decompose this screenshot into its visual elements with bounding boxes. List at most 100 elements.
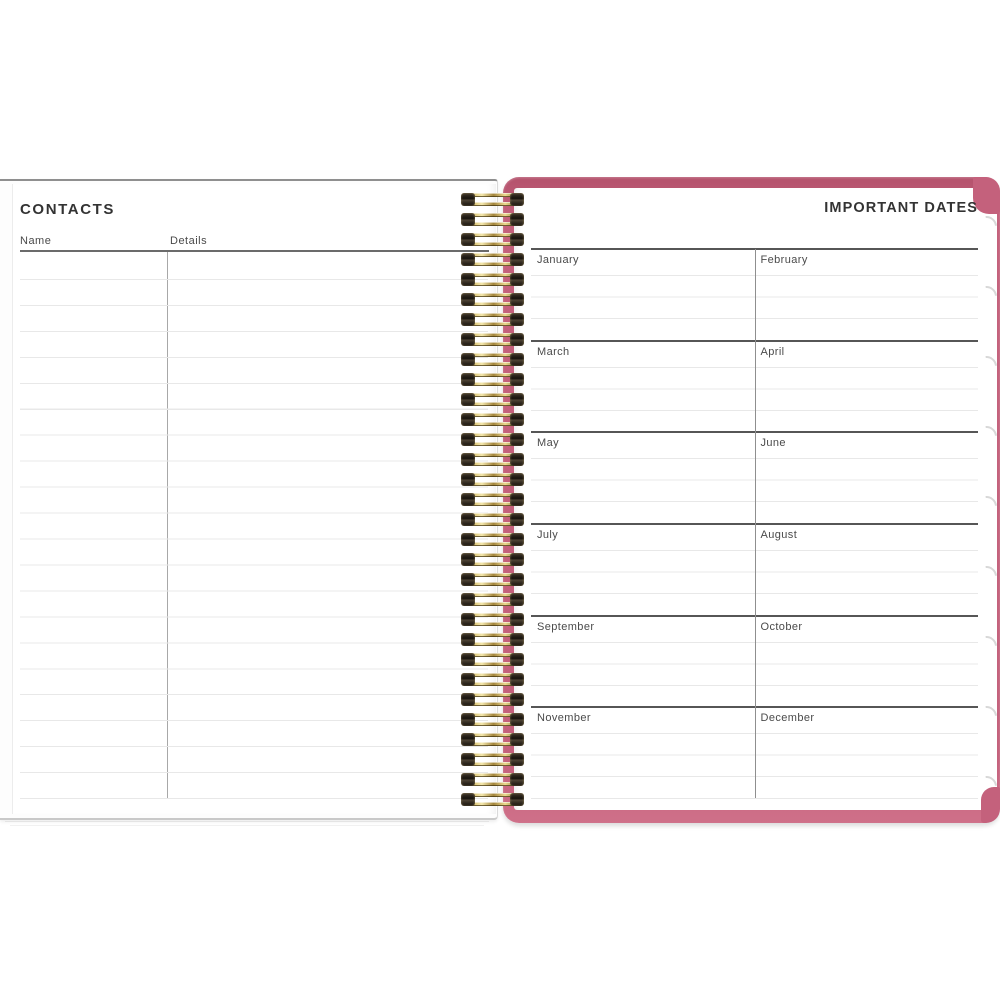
coil-wire <box>466 802 519 806</box>
coil-cap-right <box>510 473 524 486</box>
coil-cap-right <box>510 793 524 806</box>
coil-wire <box>466 642 519 646</box>
ruled-lines <box>531 549 755 596</box>
coil-wire <box>466 482 519 486</box>
coil-cap-left <box>461 773 475 786</box>
binding-coil <box>461 733 524 746</box>
coil-cap-left <box>461 513 475 526</box>
coil-wire <box>466 793 519 797</box>
coil-wire <box>466 342 519 346</box>
coil-cap-left <box>461 353 475 366</box>
coil-cap-left <box>461 753 475 766</box>
coil-cap-right <box>510 633 524 646</box>
cover-corner-bottom <box>981 787 1000 823</box>
coil-wire <box>466 602 519 606</box>
coil-wire <box>466 653 519 657</box>
coil-wire <box>466 702 519 706</box>
coil-cap-left <box>461 273 475 286</box>
important-dates-grid: January February March April May June Ju… <box>531 248 978 801</box>
coil-wire <box>466 582 519 586</box>
coil-wire <box>466 413 519 417</box>
coil-wire <box>466 773 519 777</box>
coil-wire <box>466 502 519 506</box>
binding-coil <box>461 433 524 446</box>
coil-wire <box>466 373 519 377</box>
coil-cap-right <box>510 293 524 306</box>
binding-coil <box>461 473 524 486</box>
coil-wire <box>466 593 519 597</box>
binding-coil <box>461 353 524 366</box>
coil-cap-left <box>461 253 475 266</box>
coil-cap-left <box>461 733 475 746</box>
month-cell-october: October <box>754 614 978 707</box>
ruled-lines <box>531 366 755 413</box>
coil-wire <box>466 713 519 717</box>
coil-cap-left <box>461 393 475 406</box>
coil-wire <box>466 753 519 757</box>
coil-cap-left <box>461 553 475 566</box>
coil-wire <box>466 462 519 466</box>
coil-wire <box>466 433 519 437</box>
binding-coil <box>461 293 524 306</box>
coil-wire <box>466 253 519 257</box>
month-label: April <box>760 345 785 358</box>
coil-cap-right <box>510 373 524 386</box>
binding-coil <box>461 453 524 466</box>
ruled-lines <box>754 458 978 505</box>
coil-wire <box>466 513 519 517</box>
coil-cap-left <box>461 433 475 446</box>
coil-wire <box>466 562 519 566</box>
ruled-lines <box>754 275 978 321</box>
coil-wire <box>466 522 519 526</box>
coil-cap-right <box>510 453 524 466</box>
coil-cap-right <box>510 253 524 266</box>
month-cell-june: June <box>754 431 978 523</box>
month-cell-july: July <box>531 522 755 615</box>
coil-wire <box>466 762 519 766</box>
coil-wire <box>466 382 519 386</box>
coil-cap-right <box>510 773 524 786</box>
coil-wire <box>466 202 519 206</box>
coil-cap-right <box>510 673 524 686</box>
month-cell-august: August <box>754 522 978 615</box>
coil-wire <box>466 633 519 637</box>
coil-wire <box>466 353 519 357</box>
ruled-lines <box>754 549 978 596</box>
month-label: January <box>537 254 579 266</box>
coil-cap-right <box>510 533 524 546</box>
page-stack-edge <box>5 821 489 822</box>
coil-wire <box>466 682 519 686</box>
coil-cap-left <box>461 313 475 326</box>
ruled-lines <box>531 733 755 801</box>
coil-cap-right <box>510 593 524 606</box>
coil-cap-left <box>461 213 475 226</box>
contacts-column-name: Name <box>20 235 52 247</box>
ruled-lines <box>531 275 755 321</box>
binding-coil <box>461 693 524 706</box>
month-cell-february: February <box>754 248 978 340</box>
coil-wire <box>466 622 519 626</box>
ruled-lines <box>531 641 755 688</box>
ruled-lines <box>754 366 978 413</box>
coil-cap-right <box>510 513 524 526</box>
month-label: November <box>537 712 591 725</box>
coil-wire <box>466 213 519 217</box>
month-label: May <box>537 437 559 450</box>
coil-wire <box>466 733 519 737</box>
coil-cap-right <box>510 273 524 286</box>
binding-coil <box>461 413 524 426</box>
month-cell-march: March <box>531 339 755 432</box>
month-label: June <box>760 437 786 450</box>
coil-wire <box>466 673 519 677</box>
month-cell-may: May <box>531 431 755 523</box>
coil-wire <box>466 422 519 426</box>
month-label: August <box>760 528 798 541</box>
coil-wire <box>466 442 519 446</box>
coil-cap-left <box>461 193 475 206</box>
binding-coil <box>461 373 524 386</box>
ruled-lines <box>754 733 978 801</box>
binding-coil <box>461 333 524 346</box>
coil-cap-right <box>510 193 524 206</box>
month-label: December <box>760 712 815 725</box>
coil-wire <box>466 553 519 557</box>
